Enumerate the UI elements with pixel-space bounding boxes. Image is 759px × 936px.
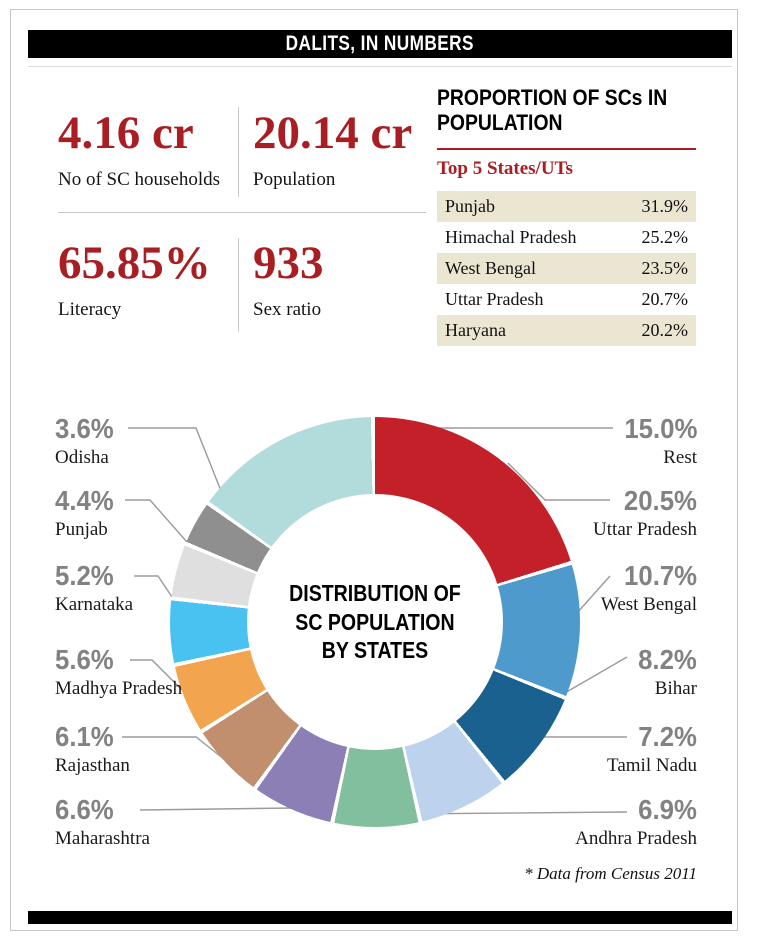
stats-vertical-divider <box>238 107 239 197</box>
header-divider <box>28 66 732 67</box>
callout-value: 20.5% <box>623 485 697 516</box>
chart-title-line: SC POPULATION <box>295 608 455 635</box>
callout-value: 7.2% <box>638 721 697 752</box>
chart-title-line: BY STATES <box>321 637 429 664</box>
stat-label: No of SC households <box>58 169 221 190</box>
table-row: Punjab 31.9% <box>437 191 696 222</box>
callout-state: Rajasthan <box>55 755 130 776</box>
top5-states-table: Punjab 31.9% Himachal Pradesh 25.2% West… <box>437 191 696 346</box>
callout-value: 5.6% <box>55 644 114 675</box>
stat-label: Sex ratio <box>253 299 322 320</box>
callout-state: West Bengal <box>600 594 697 615</box>
donut-hole: DISTRIBUTION OF SC POPULATION BY STATES <box>247 494 503 750</box>
callout-state: Tamil Nadu <box>607 755 697 776</box>
table-cell-state: Himachal Pradesh <box>445 227 577 247</box>
table-row: Himachal Pradesh 25.2% <box>437 222 696 253</box>
proportion-panel-title: PROPORTION OF SCs IN POPULATION <box>437 85 683 135</box>
chart-callout-bihar: 8.2% Bihar <box>633 646 697 700</box>
callout-state: Karnataka <box>55 594 134 615</box>
callout-state: Maharashtra <box>55 828 150 849</box>
table-row: West Bengal 23.5% <box>437 253 696 284</box>
callout-state: Madhya Pradesh <box>55 678 183 699</box>
chart-callout-karnataka: 5.2% Karnataka <box>55 562 133 616</box>
stat-sc-households: 4.16 cr No of SC households <box>58 110 220 191</box>
stats-horizontal-divider <box>58 212 426 213</box>
callout-state: Odisha <box>55 447 109 468</box>
callout-value: 4.4% <box>55 485 114 516</box>
table-cell-value: 20.2% <box>641 320 689 340</box>
table-cell-state: Haryana <box>445 320 506 340</box>
stat-literacy: 65.85% Literacy <box>58 240 211 321</box>
stat-label: Population <box>253 169 336 190</box>
table-cell-state: Punjab <box>445 196 496 216</box>
callout-value: 6.1% <box>55 721 114 752</box>
table-cell-value: 25.2% <box>641 227 689 247</box>
bottom-bar <box>28 911 732 924</box>
chart-callout-tamil-nadu: 7.2% Tamil Nadu <box>607 723 697 777</box>
stat-value: 20.14 cr <box>253 107 413 159</box>
callout-state: Andhra Pradesh <box>575 828 697 849</box>
callout-value: 15.0% <box>623 413 697 444</box>
chart-title-line: DISTRIBUTION OF <box>289 579 461 606</box>
stats-vertical-divider <box>238 238 239 332</box>
callout-state: Punjab <box>55 519 108 540</box>
chart-callout-rest: 15.0% Rest <box>618 415 697 469</box>
chart-callout-odisha: 3.6% Odisha <box>55 415 119 469</box>
callout-state: Bihar <box>654 678 697 699</box>
chart-callout-rajasthan: 6.1% Rajasthan <box>55 723 130 777</box>
callout-state: Rest <box>663 447 697 468</box>
chart-callout-punjab: 4.4% Punjab <box>55 487 119 541</box>
chart-callout-madhya-pradesh: 5.6% Madhya Pradesh <box>55 646 182 700</box>
page-border-frame <box>10 9 738 931</box>
callout-value: 3.6% <box>55 413 114 444</box>
chart-callout-west-bengal: 10.7% West Bengal <box>601 562 697 616</box>
stat-population: 20.14 cr Population <box>253 110 412 191</box>
proportion-panel-red-rule <box>437 148 696 150</box>
table-cell-value: 20.7% <box>641 289 689 309</box>
table-cell-value: 23.5% <box>641 258 689 278</box>
chart-callout-andhra-pradesh: 6.9% Andhra Pradesh <box>575 796 697 850</box>
stat-sex-ratio: 933 Sex ratio <box>253 240 324 321</box>
proportion-panel-subtitle: Top 5 States/UTs <box>437 158 573 179</box>
stat-value: 65.85% <box>58 237 211 289</box>
callout-value: 5.2% <box>55 560 114 591</box>
panel-title-line: PROPORTION OF SCs IN <box>437 85 668 110</box>
chart-callout-uttar-pradesh: 20.5% Uttar Pradesh <box>593 487 697 541</box>
callout-value: 6.6% <box>55 794 114 825</box>
callout-value: 10.7% <box>623 560 697 591</box>
table-cell-value: 31.9% <box>641 196 689 216</box>
table-cell-state: West Bengal <box>445 258 537 278</box>
table-cell-state: Uttar Pradesh <box>445 289 544 309</box>
stat-value: 4.16 cr <box>58 107 194 159</box>
chart-title: DISTRIBUTION OF SC POPULATION BY STATES <box>289 579 461 665</box>
page-title: DALITS, IN NUMBERS <box>285 32 475 55</box>
callout-value: 8.2% <box>638 644 697 675</box>
stat-value: 933 <box>253 237 324 289</box>
source-note: * Data from Census 2011 <box>524 864 697 883</box>
table-row: Uttar Pradesh 20.7% <box>437 284 696 315</box>
chart-callout-maharashtra: 6.6% Maharashtra <box>55 796 150 850</box>
stat-label: Literacy <box>58 299 122 320</box>
table-row: Haryana 20.2% <box>437 315 696 346</box>
panel-title-line: POPULATION <box>437 109 563 135</box>
callout-state: Uttar Pradesh <box>593 519 697 540</box>
header-bar: DALITS, IN NUMBERS <box>28 30 732 58</box>
callout-value: 6.9% <box>638 794 697 825</box>
